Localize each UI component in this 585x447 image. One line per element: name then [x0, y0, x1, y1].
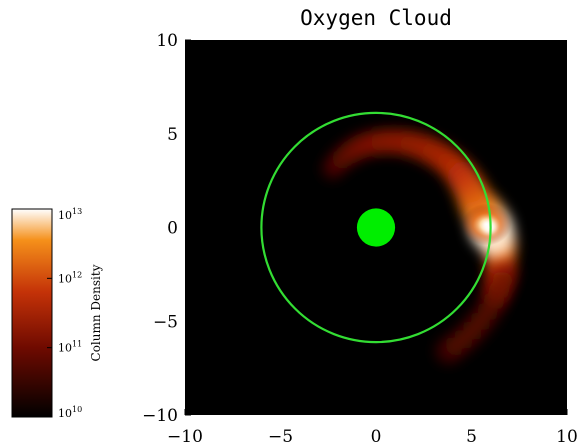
x-tick-label: 5 — [466, 427, 477, 447]
cloud-blob — [491, 260, 519, 288]
y-tick-label: 0 — [167, 219, 178, 239]
y-tick-label: 5 — [167, 125, 178, 145]
x-tick-label: 0 — [371, 427, 382, 447]
planet-disk — [356, 208, 396, 247]
colorbar: Column Density 1010 1011 1012 1013 — [11, 207, 103, 420]
x-tick-label: −5 — [268, 427, 293, 447]
x-tick-label: −10 — [167, 427, 203, 447]
oxygen-cloud-density — [321, 128, 519, 365]
chart-title: Oxygen Cloud — [300, 6, 452, 30]
cloud-tail — [435, 260, 519, 365]
colorbar-tick-label: 1011 — [58, 340, 82, 355]
cloud-blob — [321, 158, 343, 180]
colorbar-tick-label: 1010 — [58, 405, 82, 420]
colorbar-label: Column Density — [89, 264, 103, 361]
colorbar-tick-label: 1013 — [58, 207, 82, 222]
y-axis: 10 5 0 −5 −10 — [142, 31, 191, 426]
y-tick-label: −5 — [153, 312, 178, 332]
x-axis: −10 −5 0 5 10 — [167, 409, 578, 447]
overlay-layer — [260, 111, 492, 344]
x-tick-label: 10 — [556, 427, 578, 447]
colorbar-ticks: 1010 1011 1012 1013 — [47, 207, 82, 420]
y-tick-label: −10 — [142, 406, 178, 426]
orbit-circle — [260, 111, 492, 344]
y-tick-label: 10 — [156, 31, 178, 51]
colorbar-tick-label: 1012 — [58, 270, 82, 285]
colorbar-gradient — [11, 208, 53, 418]
